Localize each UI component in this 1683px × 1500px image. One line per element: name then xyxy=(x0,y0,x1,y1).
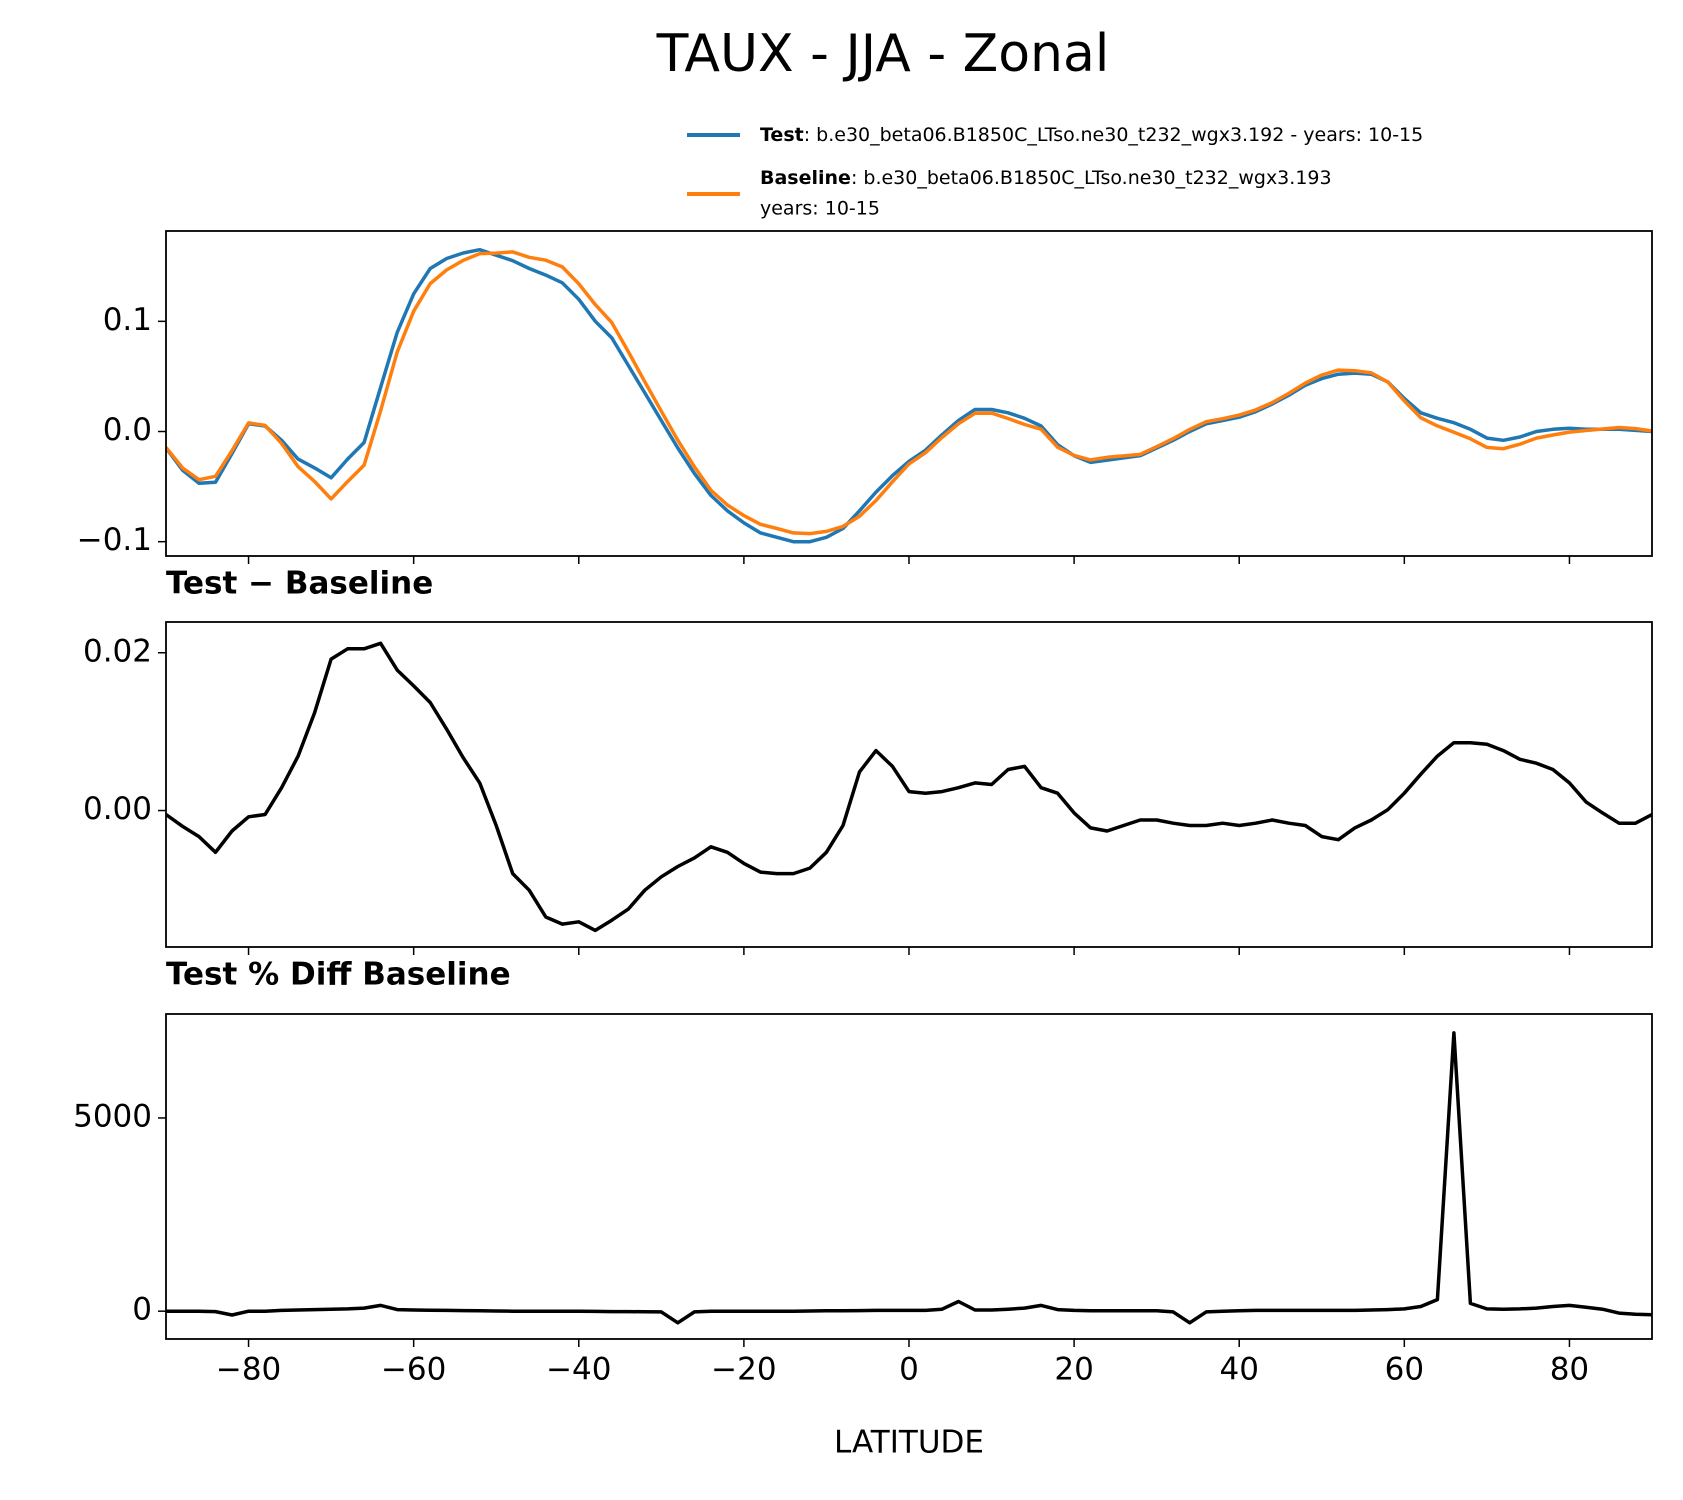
x-axis-label: LATITUDE xyxy=(834,1425,984,1461)
legend-label: Test: b.e30_beta06.B1850C_LTso.ne30_t232… xyxy=(760,124,1423,146)
x-tick-label: 20 xyxy=(1054,1352,1093,1388)
axes-frame xyxy=(165,621,1653,948)
x-tick-label: 0 xyxy=(899,1352,919,1388)
panel-title: Test % Diff Baseline xyxy=(166,957,511,993)
x-tick-label: −40 xyxy=(546,1352,611,1388)
data-line xyxy=(166,641,1652,933)
legend-text: : b.e30_beta06.B1850C_LTso.ne30_t232_wgx… xyxy=(804,124,1424,146)
x-tick-label: −20 xyxy=(711,1352,776,1388)
axes-frame xyxy=(165,1013,1653,1340)
legend-label: Baseline: b.e30_beta06.B1850C_LTso.ne30_… xyxy=(760,167,1332,189)
data-line xyxy=(166,247,1652,544)
legend-text: : b.e30_beta06.B1850C_LTso.ne30_t232_wgx… xyxy=(851,167,1332,189)
data-line xyxy=(166,250,1652,536)
x-tick-label: 40 xyxy=(1219,1352,1258,1388)
legend-name: Baseline xyxy=(760,167,851,189)
y-tick-label: 0.1 xyxy=(103,302,152,338)
y-tick-label: 0 xyxy=(132,1292,152,1328)
y-tick-label: 0.02 xyxy=(83,633,152,669)
y-tick-label: 0.0 xyxy=(103,412,152,448)
y-tick-label: 5000 xyxy=(73,1098,152,1134)
legend-name: Test xyxy=(760,124,804,146)
x-tick-label: −80 xyxy=(216,1352,281,1388)
axes-frame xyxy=(165,230,1653,557)
x-tick-label: −60 xyxy=(381,1352,446,1388)
legend-label: years: 10-15 xyxy=(760,198,880,220)
y-tick-label: −0.1 xyxy=(77,522,152,558)
x-tick-label: 60 xyxy=(1385,1352,1424,1388)
figure-title: TAUX - JJA - Zonal xyxy=(656,24,1110,84)
x-tick-label: 80 xyxy=(1550,1352,1589,1388)
y-tick-label: 0.00 xyxy=(83,791,152,827)
panel-title: Test − Baseline xyxy=(166,566,433,602)
data-line xyxy=(166,1031,1652,1325)
